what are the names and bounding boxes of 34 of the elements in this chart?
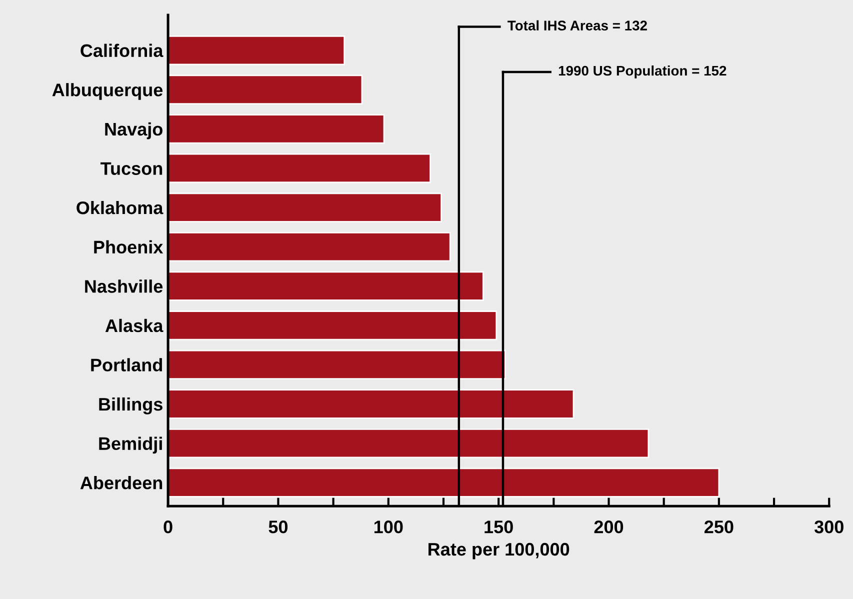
y-tick-label: Alaska <box>105 318 164 332</box>
x-axis-title: Rate per 100,000 <box>428 542 570 560</box>
bar <box>168 350 506 380</box>
y-tick-label: Aberdeen <box>80 476 162 490</box>
ref-line-label: 1990 US Population = 152 <box>558 65 726 78</box>
x-tick-label: 50 <box>268 520 288 534</box>
bar <box>168 153 431 184</box>
x-tick-label: 0 <box>164 520 172 534</box>
bar <box>168 310 498 340</box>
y-tick-label: Nashville <box>85 280 163 293</box>
x-tick-label: 200 <box>594 520 624 534</box>
bar <box>168 232 451 262</box>
x-tick-label: 150 <box>484 520 513 534</box>
y-tick-label: Phoenix <box>94 240 164 254</box>
y-tick-label: Tucson <box>100 162 162 175</box>
bar <box>168 74 363 104</box>
y-tick-label: Oklahoma <box>76 200 164 214</box>
x-tick-label: 100 <box>374 520 403 534</box>
y-tick-label: Navajo <box>105 122 162 140</box>
y-tick-label: Billings <box>99 397 162 414</box>
y-tick-label: Portland <box>91 358 162 372</box>
y-tick-label: Albuquerque <box>52 83 163 100</box>
bar <box>168 36 346 66</box>
bar <box>168 271 484 301</box>
y-tick-label: Bemidji <box>99 436 162 454</box>
bar <box>168 428 650 458</box>
ref-line-label: Total IHS Areas = 132 <box>508 20 647 31</box>
bar <box>168 389 574 419</box>
bar <box>168 114 385 144</box>
bar <box>168 468 720 498</box>
bar <box>168 192 442 222</box>
x-tick-label: 300 <box>814 520 844 534</box>
y-tick-label: California <box>80 44 164 58</box>
x-tick-label: 250 <box>704 520 734 534</box>
